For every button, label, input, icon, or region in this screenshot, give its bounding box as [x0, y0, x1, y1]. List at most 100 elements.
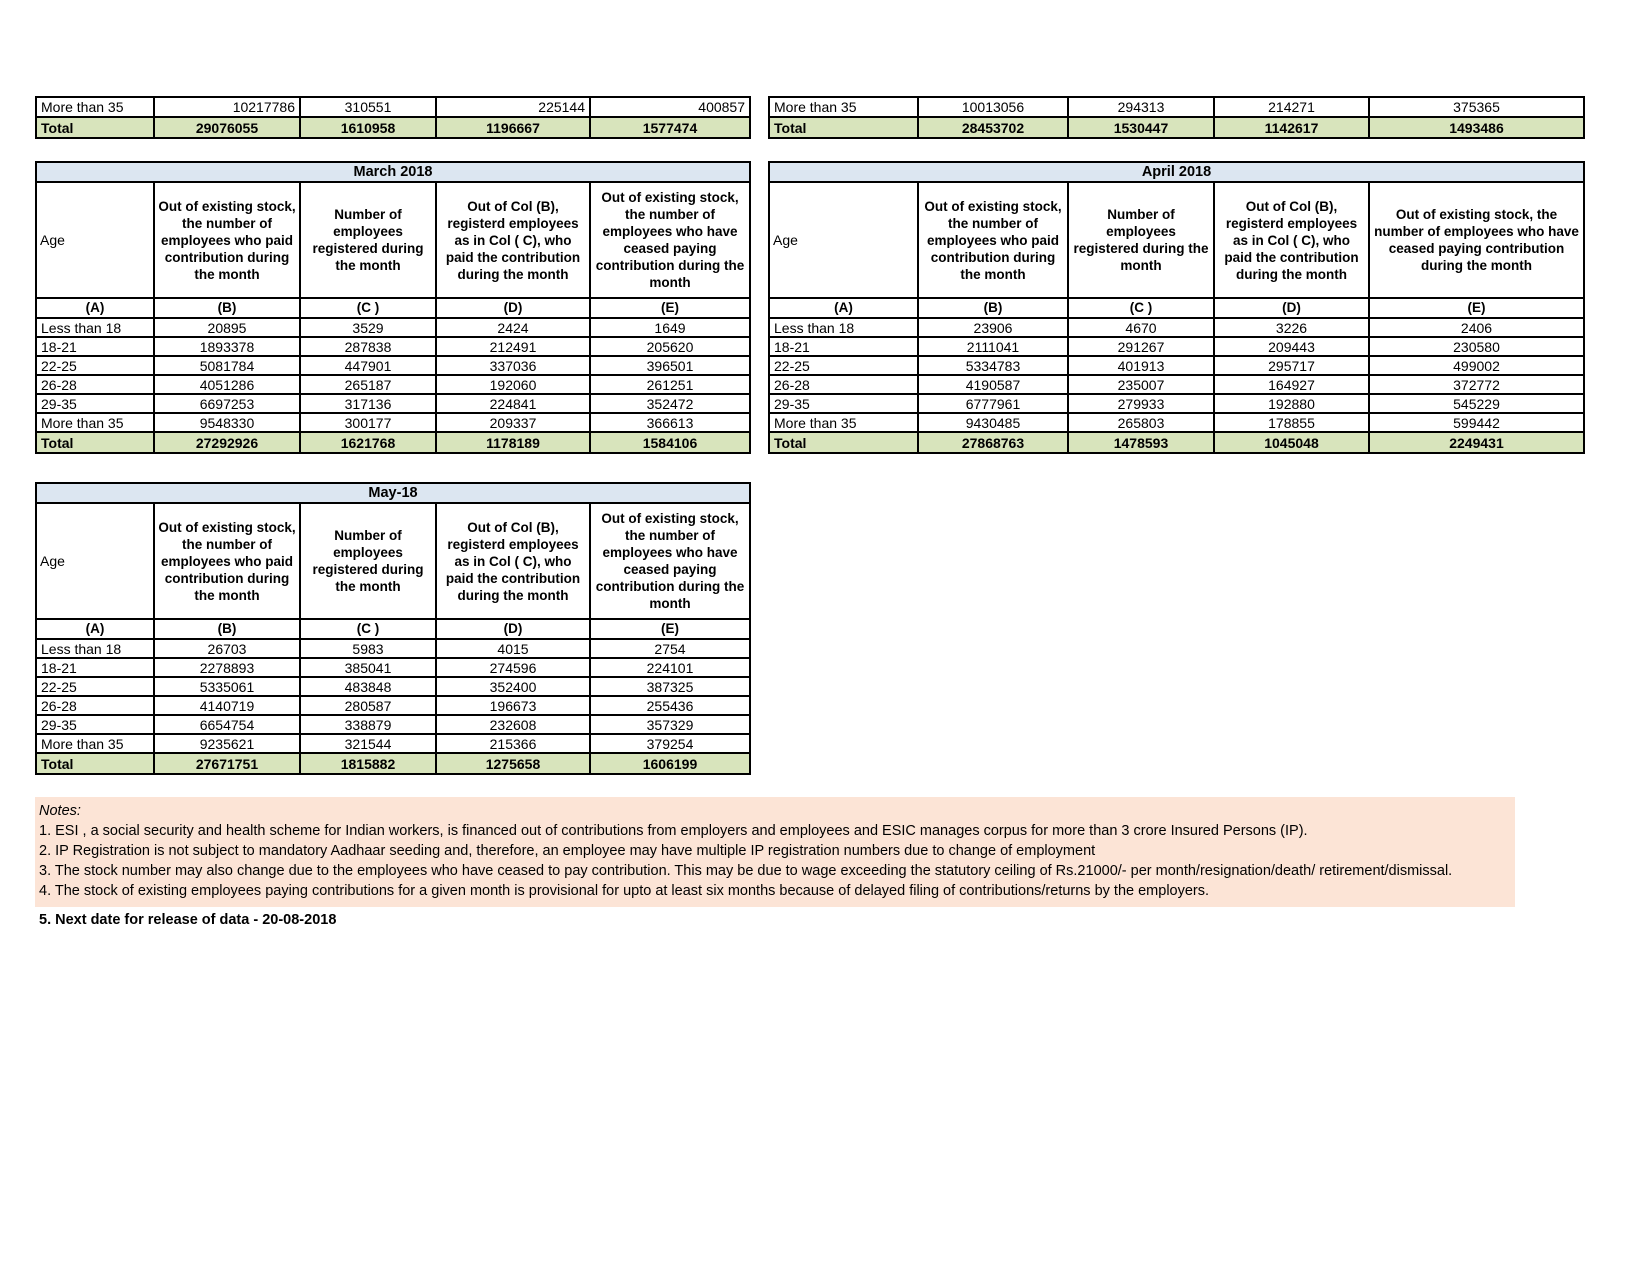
col-d-header: Out of Col (B), registerd employees as i…	[435, 181, 591, 299]
value-cell: 1530447	[1067, 116, 1215, 139]
fragment-row: Total 29076055 1610958 1196667 1577474	[35, 116, 751, 139]
value-cell: 1045048	[1213, 431, 1370, 454]
note-line-5: 5. Next date for release of data - 20-08…	[39, 912, 337, 928]
value-cell: 1606199	[589, 752, 751, 775]
row-label-cell: 18-21	[35, 657, 155, 678]
value-cell: 265803	[1067, 412, 1215, 433]
value-cell: 205620	[589, 336, 751, 357]
value-cell: 499002	[1368, 355, 1585, 376]
table-header-row: Age Out of existing stock, the number of…	[35, 181, 751, 299]
col-letter-e: (E)	[589, 618, 751, 640]
col-letter-b: (B)	[153, 618, 301, 640]
april-table-body: Less than 18 23906 4670 3226 2406 18-21 211104…	[768, 317, 1585, 454]
value-cell: 214271	[1213, 96, 1370, 118]
value-cell: 192880	[1213, 393, 1370, 414]
age-data-row: Total 27671751 1815882 1275658 1606199	[35, 752, 751, 775]
march-2018-table: March 2018 Age Out of existing stock, th…	[35, 161, 751, 454]
col-d-header: Out of Col (B), registerd employees as i…	[435, 502, 591, 620]
age-data-row: More than 35 9430485 265803 178855 599442	[768, 412, 1585, 433]
value-cell: 337036	[435, 355, 591, 376]
col-letter-d: (D)	[1213, 297, 1370, 319]
col-c-header: Number of employees registered during th…	[299, 181, 437, 299]
value-cell: 261251	[589, 374, 751, 395]
age-data-row: 18-21 1893378 287838 212491 205620	[35, 336, 751, 357]
value-cell: 225144	[435, 96, 591, 118]
col-letter-b: (B)	[917, 297, 1069, 319]
table-title-row: April 2018	[768, 161, 1585, 183]
age-data-row: 26-28 4190587 235007 164927 372772	[768, 374, 1585, 395]
value-cell: 2424	[435, 317, 591, 338]
value-cell: 1493486	[1368, 116, 1585, 139]
age-header: Age	[768, 181, 919, 299]
age-data-row: Less than 18 20895 3529 2424 1649	[35, 317, 751, 338]
value-cell: 4190587	[917, 374, 1069, 395]
value-cell: 3529	[299, 317, 437, 338]
age-data-row: 29-35 6777961 279933 192880 545229	[768, 393, 1585, 414]
value-cell: 9548330	[153, 412, 301, 433]
value-cell: 280587	[299, 695, 437, 716]
value-cell: 265187	[299, 374, 437, 395]
value-cell: 599442	[1368, 412, 1585, 433]
note-line-2: 2. IP Registration is not subject to man…	[39, 843, 1096, 859]
value-cell: 2249431	[1368, 431, 1585, 454]
value-cell: 232608	[435, 714, 591, 735]
col-b-header: Out of existing stock, the number of emp…	[917, 181, 1069, 299]
age-data-row: Total 27868763 1478593 1045048 2249431	[768, 431, 1585, 454]
value-cell: 4015	[435, 638, 591, 659]
row-label-cell: 29-35	[35, 393, 155, 414]
value-cell: 279933	[1067, 393, 1215, 414]
col-letter-c: (C )	[299, 297, 437, 319]
col-letter-e: (E)	[1368, 297, 1585, 319]
value-cell: 27292926	[153, 431, 301, 454]
value-cell: 1577474	[589, 116, 751, 139]
note-line-1: 1. ESI , a social security and health sc…	[39, 823, 1308, 839]
value-cell: 26703	[153, 638, 301, 659]
row-label-cell: Total	[35, 116, 155, 139]
row-label-cell: Total	[35, 431, 155, 454]
value-cell: 6697253	[153, 393, 301, 414]
table-title: April 2018	[768, 161, 1585, 183]
column-letters-row: (A) (B) (C ) (D) (E)	[35, 618, 751, 640]
column-letters-row: (A) (B) (C ) (D) (E)	[35, 297, 751, 319]
age-data-row: 29-35 6697253 317136 224841 352472	[35, 393, 751, 414]
value-cell: 317136	[299, 393, 437, 414]
col-letter-d: (D)	[435, 297, 591, 319]
partial-table-left-body: More than 35 10217786 310551 225144 400857 To…	[35, 96, 751, 139]
col-c-header: Number of employees registered during th…	[1067, 181, 1215, 299]
value-cell: 2754	[589, 638, 751, 659]
col-letter-e: (E)	[589, 297, 751, 319]
value-cell: 294313	[1067, 96, 1215, 118]
value-cell: 209337	[435, 412, 591, 433]
value-cell: 5081784	[153, 355, 301, 376]
may-table-body: Less than 18 26703 5983 4015 2754 18-21 227889…	[35, 638, 751, 775]
value-cell: 6777961	[917, 393, 1069, 414]
table-title-row: May-18	[35, 482, 751, 504]
col-letter-d: (D)	[435, 618, 591, 640]
value-cell: 27671751	[153, 752, 301, 775]
row-label-cell: More than 35	[35, 733, 155, 754]
fragment-row: More than 35 10217786 310551 225144 400857	[35, 96, 751, 118]
row-label-cell: 26-28	[35, 695, 155, 716]
col-e-header: Out of existing stock, the number of emp…	[589, 502, 751, 620]
value-cell: 545229	[1368, 393, 1585, 414]
row-label-cell: Total	[768, 431, 919, 454]
table-title-row: March 2018	[35, 161, 751, 183]
value-cell: 9430485	[917, 412, 1069, 433]
row-label-cell: 22-25	[768, 355, 919, 376]
march-table-body: Less than 18 20895 3529 2424 1649 18-21 189337…	[35, 317, 751, 454]
age-data-row: Less than 18 23906 4670 3226 2406	[768, 317, 1585, 338]
note-line-3: 3. The stock number may also change due …	[39, 863, 1453, 879]
value-cell: 1610958	[299, 116, 437, 139]
age-header: Age	[35, 181, 155, 299]
col-b-header: Out of existing stock, the number of emp…	[153, 181, 301, 299]
value-cell: 295717	[1213, 355, 1370, 376]
partial-table-left: More than 35 10217786 310551 225144 400857 To…	[35, 96, 751, 139]
notes-highlight-block: Notes: 1. ESI , a social security and he…	[35, 797, 1515, 907]
value-cell: 1621768	[299, 431, 437, 454]
value-cell: 483848	[299, 676, 437, 697]
partial-table-right-body: More than 35 10013056 294313 214271 375365 To…	[768, 96, 1585, 139]
value-cell: 178855	[1213, 412, 1370, 433]
age-data-row: 29-35 6654754 338879 232608 357329	[35, 714, 751, 735]
table-title: March 2018	[35, 161, 751, 183]
row-label-cell: 29-35	[35, 714, 155, 735]
